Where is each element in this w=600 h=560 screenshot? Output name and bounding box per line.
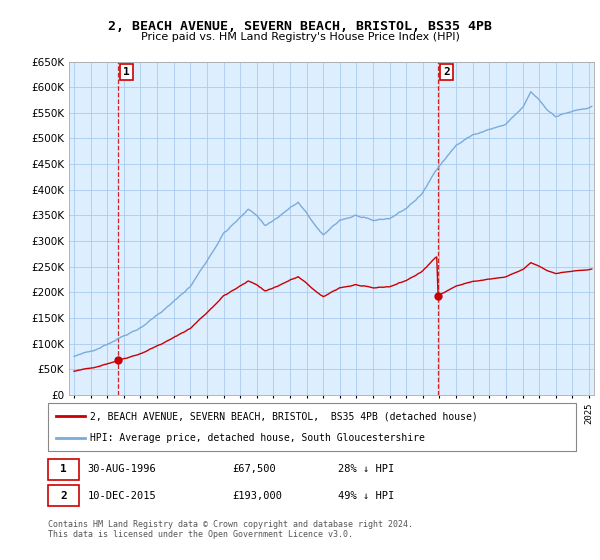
Bar [48, 484, 79, 506]
Text: 1: 1 [60, 464, 67, 474]
Text: 2, BEACH AVENUE, SEVERN BEACH, BRISTOL, BS35 4PB: 2, BEACH AVENUE, SEVERN BEACH, BRISTOL, … [108, 20, 492, 32]
Text: £67,500: £67,500 [233, 464, 277, 474]
Text: 30-AUG-1996: 30-AUG-1996 [88, 464, 157, 474]
Text: 2, BEACH AVENUE, SEVERN BEACH, BRISTOL,  BS35 4PB (detached house): 2, BEACH AVENUE, SEVERN BEACH, BRISTOL, … [90, 411, 478, 421]
Text: 28% ↓ HPI: 28% ↓ HPI [338, 464, 395, 474]
Text: Contains HM Land Registry data © Crown copyright and database right 2024.
This d: Contains HM Land Registry data © Crown c… [48, 520, 413, 539]
Text: £193,000: £193,000 [233, 491, 283, 501]
Text: 10-DEC-2015: 10-DEC-2015 [88, 491, 157, 501]
Text: 49% ↓ HPI: 49% ↓ HPI [338, 491, 395, 501]
Text: Price paid vs. HM Land Registry's House Price Index (HPI): Price paid vs. HM Land Registry's House … [140, 32, 460, 43]
Text: HPI: Average price, detached house, South Gloucestershire: HPI: Average price, detached house, Sout… [90, 433, 425, 443]
Text: 1: 1 [123, 67, 130, 77]
Text: 2: 2 [443, 67, 450, 77]
Bar [48, 459, 79, 480]
Text: 2: 2 [60, 491, 67, 501]
